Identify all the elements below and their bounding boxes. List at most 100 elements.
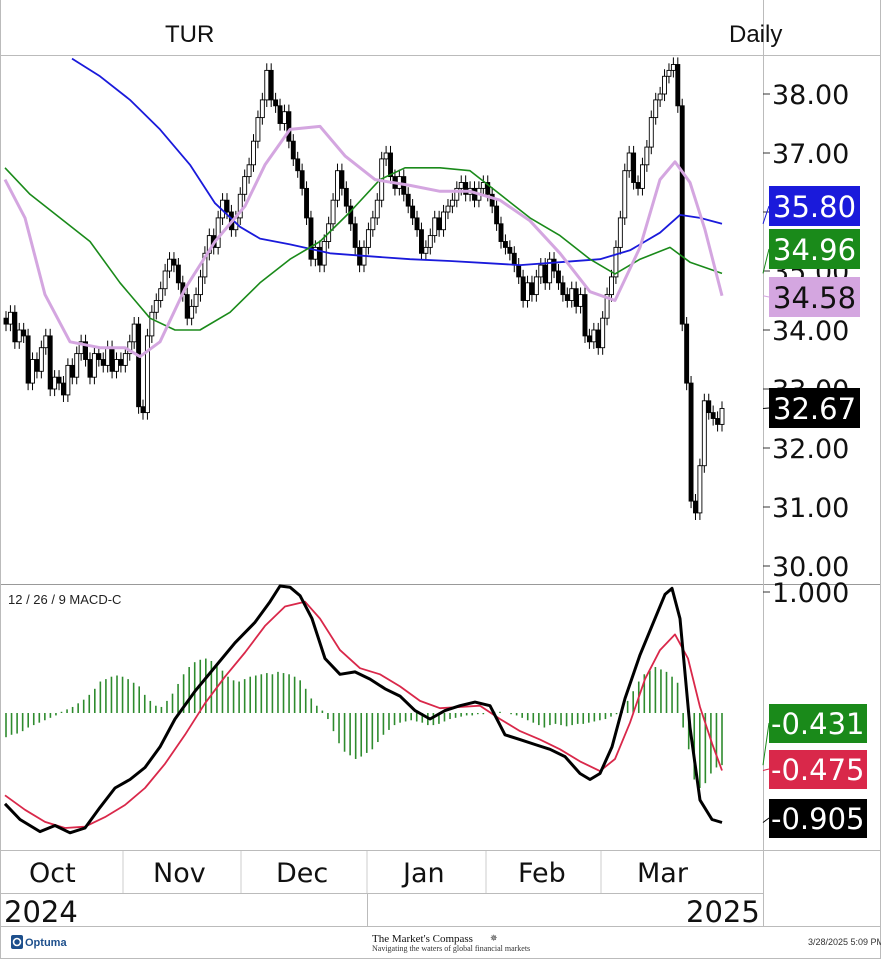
macd-line — [3, 584, 723, 835]
candle-body — [3, 317, 9, 325]
price-tick-label: 37.00 — [772, 139, 849, 170]
candle — [295, 151, 301, 178]
candle — [617, 210, 623, 255]
tag-box — [769, 799, 867, 838]
candle — [631, 145, 637, 190]
candle-body — [657, 93, 663, 101]
candle-body — [538, 264, 544, 278]
candle-body — [184, 294, 190, 319]
candle-body — [246, 164, 252, 178]
footer: Optuma The Market's Compass ✵ Navigating… — [11, 933, 881, 953]
candle — [12, 305, 18, 349]
candle — [405, 187, 411, 214]
candle-body — [12, 311, 18, 343]
candle-body — [693, 500, 698, 514]
candle-body — [38, 347, 44, 372]
candle-body — [114, 359, 119, 372]
price-tick-label: 30.00 — [772, 552, 849, 583]
candle-body — [432, 217, 438, 237]
candle-body — [34, 359, 40, 372]
candle-body — [648, 117, 654, 148]
month-label: Dec — [276, 858, 328, 889]
candle-body — [100, 359, 106, 366]
candle-body — [352, 223, 358, 248]
candle-body — [441, 211, 447, 231]
candle-body — [286, 111, 292, 142]
candle — [622, 163, 628, 225]
candle — [7, 305, 13, 332]
macd-lines — [3, 584, 723, 835]
candle — [122, 346, 128, 373]
candle — [246, 157, 252, 184]
candle-body — [684, 323, 690, 384]
candle-body — [675, 64, 681, 107]
year-label-end: 2025 — [686, 895, 760, 929]
candle-body — [635, 182, 641, 189]
vendor-name: Optuma — [25, 937, 67, 949]
candle-body — [507, 246, 513, 254]
candle — [595, 322, 601, 355]
candle-body — [74, 353, 80, 378]
candle — [47, 328, 53, 397]
candle-body — [348, 205, 354, 225]
sma-pink-line — [3, 124, 724, 359]
candle — [206, 228, 212, 261]
candle-body — [91, 353, 97, 378]
candle — [215, 210, 221, 255]
candle — [237, 187, 243, 225]
candle-body — [556, 270, 561, 284]
candle-body — [520, 276, 526, 301]
candle-body — [25, 335, 31, 384]
candle-body — [87, 359, 93, 378]
tag-leader — [762, 295, 770, 298]
candle — [688, 376, 694, 509]
price-tag-close: 32.67 — [762, 388, 860, 428]
price-axis: 38.0037.0036.0035.0034.0033.0032.0031.00… — [763, 80, 849, 583]
candle-body — [189, 305, 195, 319]
candle — [693, 494, 698, 520]
candle — [533, 269, 539, 302]
candle — [525, 275, 530, 308]
candle-body — [485, 182, 491, 195]
candle-body — [374, 199, 380, 219]
candle-body — [215, 217, 221, 248]
month-label: Oct — [29, 858, 76, 889]
candle-body — [480, 182, 486, 189]
candle — [489, 187, 495, 214]
candle — [463, 175, 469, 202]
candle — [480, 175, 486, 196]
tag-label: -0.475 — [771, 753, 865, 787]
candle — [43, 328, 49, 355]
candle — [83, 334, 89, 367]
candle-body — [613, 246, 619, 278]
candle — [286, 104, 292, 149]
candle-body — [631, 152, 637, 183]
candle — [3, 311, 9, 332]
candle — [445, 199, 451, 220]
candle — [556, 263, 561, 290]
candle-body — [175, 264, 181, 284]
candle-body — [405, 193, 411, 207]
candle — [547, 252, 553, 290]
candle-body — [162, 270, 168, 290]
candle-body — [595, 329, 601, 349]
candle-body — [622, 170, 628, 219]
tag-label: 35.80 — [773, 190, 856, 224]
candle — [635, 175, 641, 196]
candle-body — [436, 217, 442, 231]
candle — [600, 311, 606, 355]
candle — [175, 258, 181, 290]
candle-body — [330, 199, 336, 225]
candle-body — [242, 176, 248, 195]
candle — [494, 199, 500, 231]
candle — [573, 281, 579, 314]
candle — [414, 210, 420, 237]
candle — [449, 193, 455, 214]
candle-body — [273, 99, 279, 107]
candle — [52, 370, 58, 397]
candle — [648, 110, 654, 155]
candle-body — [7, 311, 13, 325]
candle — [96, 346, 102, 367]
candle-body — [573, 288, 579, 307]
